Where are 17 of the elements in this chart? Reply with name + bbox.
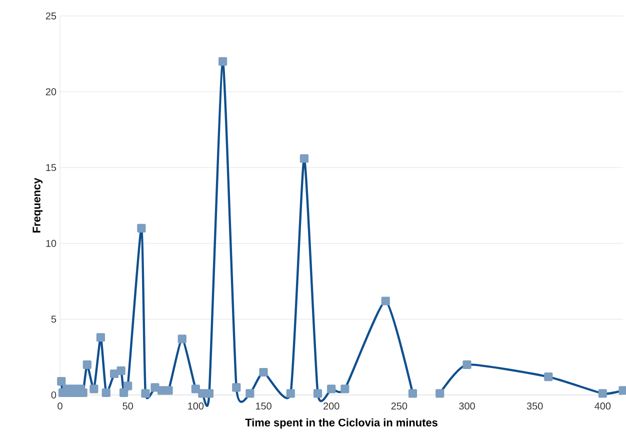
x-tick-label: 100 [188, 402, 204, 410]
x-tick-label: 250 [391, 402, 408, 410]
x-tick-label: 0 [58, 402, 62, 410]
y-tick-label: 10 [46, 240, 56, 247]
y-axis-title: Frequency [32, 178, 43, 232]
x-tick-label: 400 [594, 402, 611, 410]
x-tick-label: 150 [256, 402, 272, 410]
x-tick-label: 200 [324, 402, 340, 410]
y-tick-label: 20 [46, 88, 56, 96]
y-tick-label: 15 [46, 164, 56, 172]
y-tick-label: 0 [51, 391, 56, 399]
y-tick-label: 25 [46, 12, 56, 20]
x-tick-label: 300 [459, 402, 475, 410]
x-tick-label: 50 [122, 402, 133, 410]
y-tick-label: 5 [51, 316, 56, 323]
x-axis-title: Time spent in the Ciclovia in minutes [245, 418, 438, 429]
x-tick-label: 350 [526, 402, 543, 410]
